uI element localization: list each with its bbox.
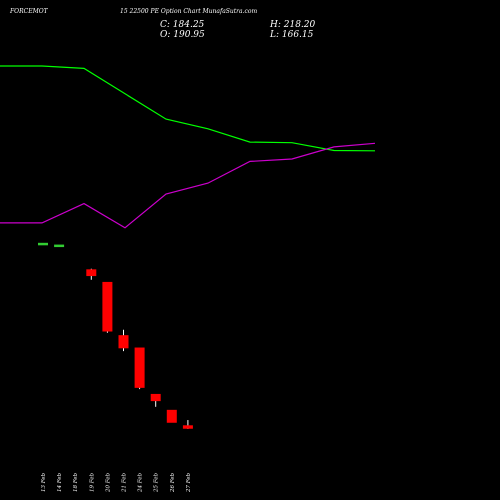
candle-body — [150, 393, 161, 402]
candle-body — [118, 335, 129, 349]
candle-19-feb — [86, 268, 97, 280]
candle-26-feb — [166, 409, 177, 423]
x-tick-label: 14 Feb — [57, 472, 63, 492]
x-tick-label: 25 Feb — [154, 472, 160, 493]
x-tick-label: 20 Feb — [105, 472, 111, 493]
low-value: L: 166.15 — [270, 30, 314, 40]
x-tick-label: 27 Feb — [186, 472, 192, 493]
x-tick-label: 26 Feb — [170, 472, 176, 493]
x-tick-label: 13 Feb — [41, 472, 47, 492]
x-tick-label: 19 Feb — [89, 472, 95, 492]
x-tick-label: 21 Feb — [122, 472, 128, 493]
candle-14-feb — [54, 244, 65, 248]
high-value: H: 218.20 — [270, 20, 316, 30]
chart-subtitle: 15 22500 PE Option Chart MunafaSutra.com — [120, 8, 258, 15]
candle-body — [38, 242, 48, 246]
x-tick-label: 24 Feb — [138, 472, 144, 493]
candle-body — [86, 269, 97, 277]
open-value: O: 190.95 — [160, 30, 205, 40]
candle-body — [102, 281, 113, 332]
candle-body — [134, 347, 145, 388]
candle-20-feb — [102, 281, 113, 333]
series-line-1 — [0, 142, 376, 229]
candle-27-feb — [182, 420, 193, 429]
ticker-label: FORCEMOT — [10, 8, 48, 15]
candle-13-feb — [38, 242, 48, 246]
series-line-0 — [0, 65, 376, 152]
candle-21-feb — [118, 329, 129, 352]
x-tick-label: 18 Feb — [73, 472, 79, 492]
candle-body — [166, 409, 177, 423]
candle-25-feb — [150, 393, 161, 407]
candle-body — [182, 425, 193, 429]
candle-body — [54, 244, 65, 248]
close-value: C: 184.25 — [160, 20, 205, 30]
candle-24-feb — [134, 347, 145, 390]
